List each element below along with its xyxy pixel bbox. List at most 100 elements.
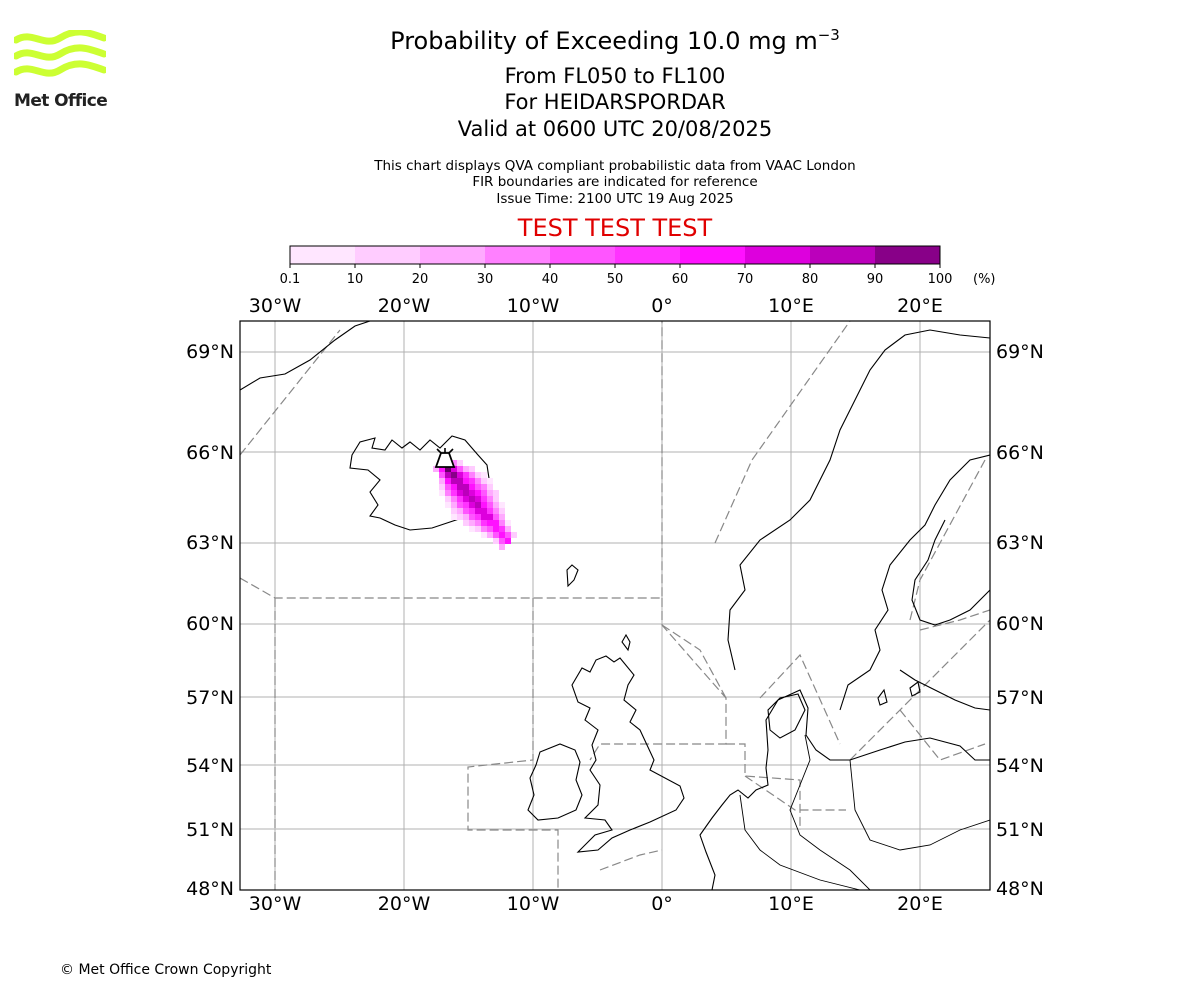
- lat-label: 54°N: [186, 755, 234, 777]
- volcano-icon: [434, 448, 456, 468]
- colorbar-unit: (%): [973, 272, 996, 287]
- plume-cell: [475, 502, 481, 508]
- plume-cell: [481, 514, 487, 520]
- plume-cell: [475, 472, 481, 478]
- fir-note-line: FIR boundaries are indicated for referen…: [472, 174, 758, 190]
- colorbar: 0.1 10 20 30 40 50 60 70 80 90 100 (%): [280, 245, 996, 287]
- plume-cell: [451, 478, 457, 484]
- plume-cell: [487, 484, 493, 490]
- plume-cell: [457, 460, 463, 466]
- met-office-logo-text: Met Office: [14, 91, 108, 111]
- lon-label: 20°E: [897, 295, 943, 317]
- colorbar-tick-label: 50: [607, 272, 624, 287]
- plume-cell: [499, 532, 505, 538]
- plume-cell: [487, 496, 493, 502]
- colorbar-segment: [680, 246, 746, 264]
- plume-cell: [451, 502, 457, 508]
- plume-cell: [493, 520, 499, 526]
- lon-label: 20°W: [378, 295, 431, 317]
- coastlines: [240, 321, 990, 890]
- valid-time-line: Valid at 0600 UTC 20/08/2025: [457, 117, 773, 141]
- plume-cell: [451, 508, 457, 514]
- colorbar-tick-label: 80: [802, 272, 819, 287]
- map: 30°W 20°W 10°W 0° 10°E 20°E 30°W 20°W 10…: [186, 295, 1044, 910]
- plume-cell: [445, 490, 451, 496]
- plume-cell: [463, 502, 469, 508]
- plume-cell: [487, 478, 493, 484]
- plume-cell: [505, 532, 511, 538]
- colorbar-tick-label: 60: [672, 272, 689, 287]
- colorbar-segment: [615, 246, 681, 264]
- plume-cell: [451, 460, 457, 466]
- plume-cell: [451, 472, 457, 478]
- lat-label: 63°N: [186, 532, 234, 554]
- lon-label: 0°: [651, 295, 673, 317]
- lat-label: 69°N: [996, 341, 1044, 363]
- plume-cell: [493, 496, 499, 502]
- plume-cell: [469, 514, 475, 520]
- plume-cell: [511, 532, 517, 538]
- lat-label: 66°N: [186, 442, 234, 464]
- lon-label: 10°W: [507, 295, 560, 317]
- plume-cell: [463, 520, 469, 526]
- plume-cell: [451, 496, 457, 502]
- plume-cell: [463, 478, 469, 484]
- plume-cell: [487, 514, 493, 520]
- plume-cell: [463, 484, 469, 490]
- lon-labels-top: 30°W 20°W 10°W 0° 10°E 20°E: [249, 295, 943, 317]
- plume-cell: [481, 484, 487, 490]
- lon-label: 10°W: [507, 893, 560, 910]
- colorbar-tick-label: 20: [412, 272, 429, 287]
- plume-cell: [457, 490, 463, 496]
- plume-cell: [463, 508, 469, 514]
- plume-cell: [469, 526, 475, 532]
- plume-cell: [481, 526, 487, 532]
- colorbar-segment: [420, 246, 486, 264]
- fir-boundaries: [240, 321, 990, 890]
- plume-cell: [481, 502, 487, 508]
- lon-label: 20°W: [378, 893, 431, 910]
- plume-cell: [493, 526, 499, 532]
- colorbar-tick-label: 30: [477, 272, 494, 287]
- plume-cell: [445, 478, 451, 484]
- volcano-line: For HEIDARSPORDAR: [504, 90, 726, 114]
- plume-cell: [481, 532, 487, 538]
- colorbar-segment: [550, 246, 616, 264]
- plume-cell: [457, 472, 463, 478]
- plume-cell: [457, 466, 463, 472]
- plume-cell: [475, 508, 481, 514]
- lat-label: 48°N: [186, 878, 234, 900]
- lat-label: 69°N: [186, 341, 234, 363]
- lat-label: 48°N: [996, 878, 1044, 900]
- plume-cell: [475, 484, 481, 490]
- lon-label: 0°: [651, 893, 673, 910]
- plume-cell: [445, 466, 451, 472]
- colorbar-segment: [875, 246, 941, 264]
- plume-cell: [463, 472, 469, 478]
- plume-cell: [469, 484, 475, 490]
- plume-cell: [439, 490, 445, 496]
- lat-labels-left: 69°N 66°N 63°N 60°N 57°N 54°N 51°N 48°N: [186, 341, 234, 900]
- plume-cell: [481, 478, 487, 484]
- lon-label: 20°E: [897, 893, 943, 910]
- plume-cell: [493, 532, 499, 538]
- lon-label: 30°W: [249, 893, 302, 910]
- plume-cell: [481, 496, 487, 502]
- lat-label: 57°N: [186, 687, 234, 709]
- plume-cell: [469, 502, 475, 508]
- plume-cell: [487, 508, 493, 514]
- lon-label: 30°W: [249, 295, 302, 317]
- plume-cell: [487, 526, 493, 532]
- plume-cell: [499, 520, 505, 526]
- lat-labels-right: 69°N 66°N 63°N 60°N 57°N 54°N 51°N 48°N: [996, 341, 1044, 900]
- plume-cell: [499, 514, 505, 520]
- colorbar-segment: [290, 246, 356, 264]
- plume-cell: [469, 490, 475, 496]
- plume-cell: [487, 520, 493, 526]
- plume-cell: [445, 502, 451, 508]
- plume-cell: [463, 514, 469, 520]
- lat-label: 51°N: [186, 819, 234, 841]
- plume-cell: [469, 508, 475, 514]
- plume-cell: [445, 496, 451, 502]
- flight-level-line: From FL050 to FL100: [504, 64, 726, 88]
